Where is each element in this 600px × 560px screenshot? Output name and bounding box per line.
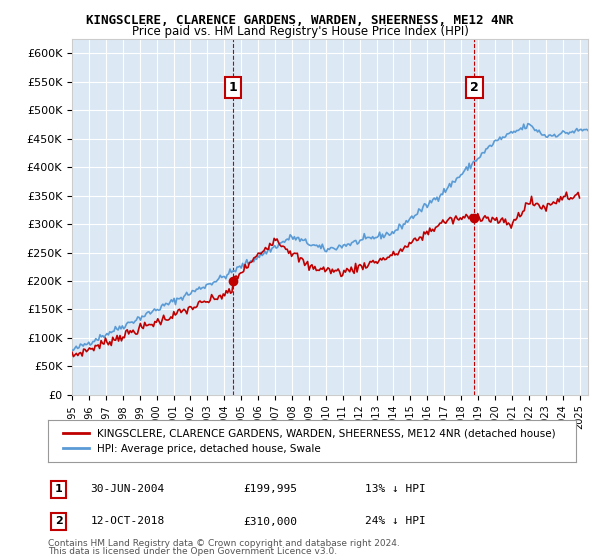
- Text: 30-JUN-2004: 30-JUN-2004: [90, 484, 164, 494]
- Text: £310,000: £310,000: [244, 516, 298, 526]
- Text: 1: 1: [229, 81, 237, 94]
- Text: 12-OCT-2018: 12-OCT-2018: [90, 516, 164, 526]
- Text: Contains HM Land Registry data © Crown copyright and database right 2024.: Contains HM Land Registry data © Crown c…: [48, 539, 400, 548]
- Text: £199,995: £199,995: [244, 484, 298, 494]
- Text: 2: 2: [55, 516, 62, 526]
- Text: 24% ↓ HPI: 24% ↓ HPI: [365, 516, 425, 526]
- Text: Price paid vs. HM Land Registry's House Price Index (HPI): Price paid vs. HM Land Registry's House …: [131, 25, 469, 38]
- Text: 13% ↓ HPI: 13% ↓ HPI: [365, 484, 425, 494]
- Legend: KINGSCLERE, CLARENCE GARDENS, WARDEN, SHEERNESS, ME12 4NR (detached house), HPI:: KINGSCLERE, CLARENCE GARDENS, WARDEN, SH…: [58, 424, 560, 458]
- Text: 2: 2: [470, 81, 479, 94]
- Text: 1: 1: [55, 484, 62, 494]
- Text: KINGSCLERE, CLARENCE GARDENS, WARDEN, SHEERNESS, ME12 4NR: KINGSCLERE, CLARENCE GARDENS, WARDEN, SH…: [86, 14, 514, 27]
- Text: This data is licensed under the Open Government Licence v3.0.: This data is licensed under the Open Gov…: [48, 547, 337, 556]
